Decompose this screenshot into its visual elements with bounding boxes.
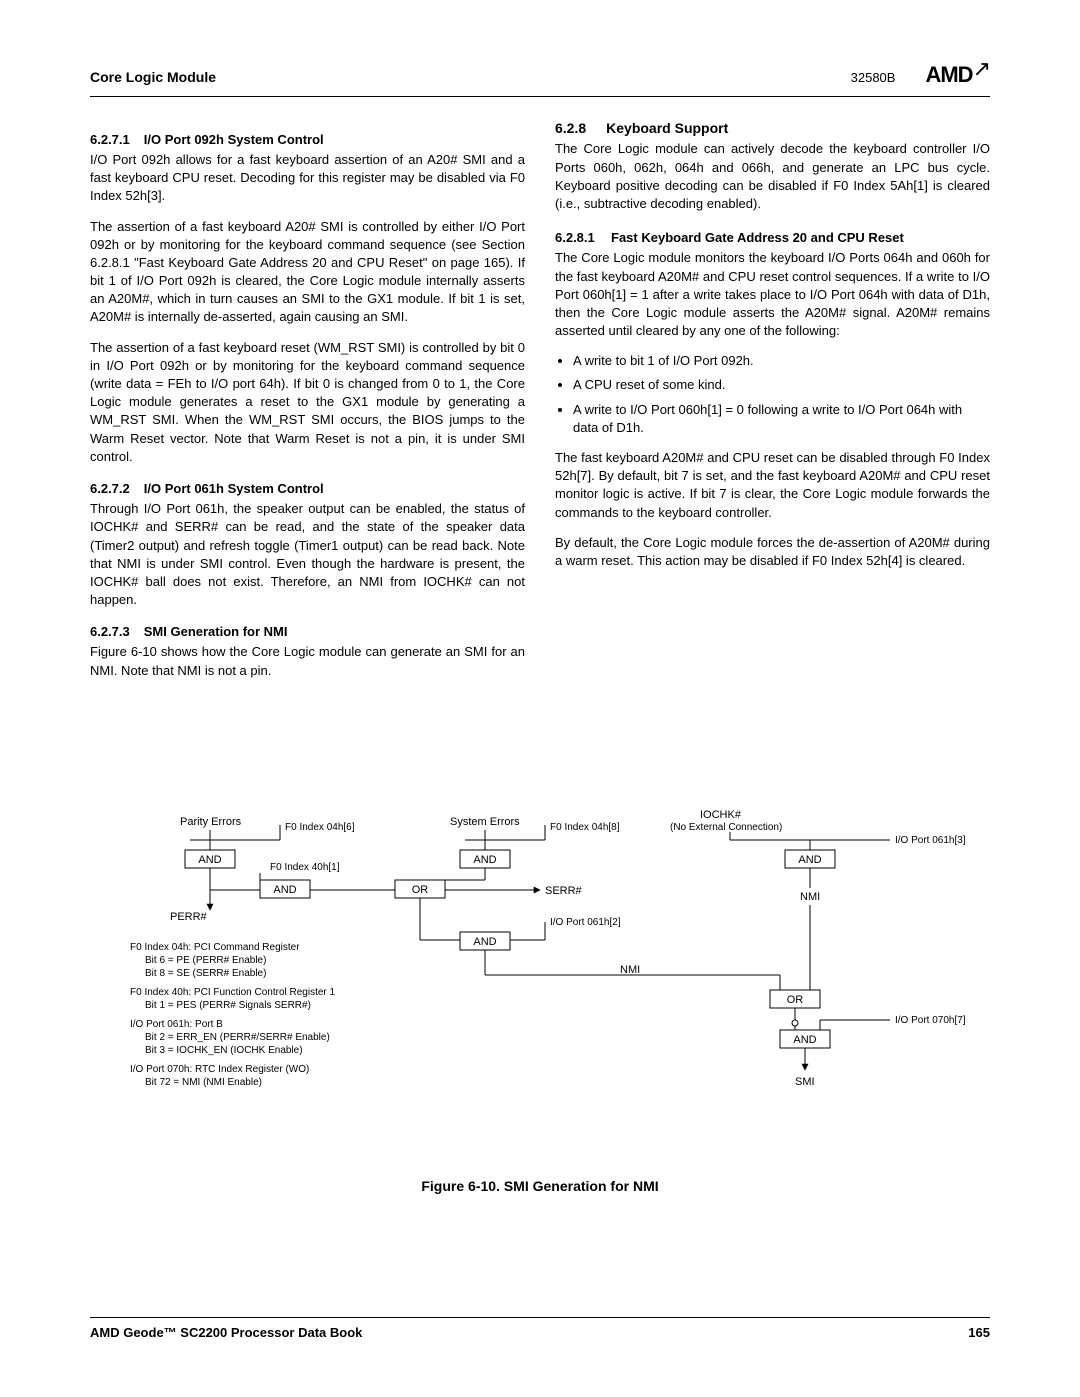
svg-text:AND: AND [198, 854, 221, 866]
svg-text:I/O Port 070h[7]: I/O Port 070h[7] [895, 1015, 966, 1026]
svg-text:I/O Port 061h[2]: I/O Port 061h[2] [550, 917, 621, 928]
svg-text:Bit 72 = NMI (NMI Enable): Bit 72 = NMI (NMI Enable) [145, 1077, 262, 1088]
page: Core Logic Module 32580B AMD↗ 6.2.7.1I/O… [0, 0, 1080, 1397]
para: I/O Port 092h allows for a fast keyboard… [90, 151, 525, 206]
figure-caption: Figure 6-10. SMI Generation for NMI [90, 1177, 990, 1197]
svg-text:SERR#: SERR# [545, 885, 583, 897]
svg-text:AND: AND [793, 1034, 816, 1046]
page-footer: AMD Geode™ SC2200 Processor Data Book 16… [90, 1317, 990, 1342]
list-item: A CPU reset of some kind. [573, 376, 990, 394]
header-title: Core Logic Module [90, 68, 216, 88]
list-item: A write to bit 1 of I/O Port 092h. [573, 352, 990, 370]
para: The assertion of a fast keyboard reset (… [90, 339, 525, 466]
svg-text:Parity Errors: Parity Errors [180, 816, 242, 828]
bullet-list: A write to bit 1 of I/O Port 092h. A CPU… [573, 352, 990, 437]
svg-text:F0 Index 04h[6]: F0 Index 04h[6] [285, 822, 355, 833]
svg-text:I/O Port 061h: Port B: I/O Port 061h: Port B [130, 1019, 223, 1030]
para: Figure 6-10 shows how the Core Logic mod… [90, 643, 525, 679]
footer-page-number: 165 [968, 1324, 990, 1342]
svg-text:PERR#: PERR# [170, 911, 208, 923]
svg-text:Bit 1 = PES (PERR# Signals SER: Bit 1 = PES (PERR# Signals SERR#) [145, 1000, 311, 1011]
heading-6-2-7-2: 6.2.7.2I/O Port 061h System Control [90, 480, 525, 498]
svg-text:AND: AND [473, 854, 496, 866]
svg-text:OR: OR [412, 884, 429, 896]
para: Through I/O Port 061h, the speaker outpu… [90, 500, 525, 609]
svg-text:SMI: SMI [795, 1076, 815, 1088]
footer-left: AMD Geode™ SC2200 Processor Data Book [90, 1324, 362, 1342]
svg-text:AND: AND [473, 936, 496, 948]
heading-6-2-7-1: 6.2.7.1I/O Port 092h System Control [90, 131, 525, 149]
svg-text:F0 Index 04h[8]: F0 Index 04h[8] [550, 822, 620, 833]
svg-text:I/O Port 061h[3]: I/O Port 061h[3] [895, 835, 966, 846]
svg-text:F0 Index 40h[1]: F0 Index 40h[1] [270, 862, 340, 873]
heading-6-2-8: 6.2.8Keyboard Support [555, 119, 990, 139]
para: The Core Logic module monitors the keybo… [555, 249, 990, 340]
svg-text:AND: AND [798, 854, 821, 866]
smi-diagram-svg: .bx { fill:#fff; stroke:#000; stroke-wid… [90, 810, 990, 1160]
heading-6-2-7-3: 6.2.7.3SMI Generation for NMI [90, 623, 525, 641]
svg-text:Bit 2 = ERR_EN (PERR#/SERR# En: Bit 2 = ERR_EN (PERR#/SERR# Enable) [145, 1032, 330, 1043]
svg-text:(No External Connection): (No External Connection) [670, 822, 782, 833]
svg-text:NMI: NMI [620, 964, 640, 976]
svg-text:F0 Index 04h: PCI Command Regi: F0 Index 04h: PCI Command Register [130, 942, 300, 953]
amd-logo: AMD↗ [925, 60, 990, 91]
para: The fast keyboard A20M# and CPU reset ca… [555, 449, 990, 522]
svg-text:IOCHK#: IOCHK# [700, 810, 742, 821]
para: By default, the Core Logic module forces… [555, 534, 990, 570]
para: The assertion of a fast keyboard A20# SM… [90, 218, 525, 327]
figure-6-10: .bx { fill:#fff; stroke:#000; stroke-wid… [90, 810, 990, 1197]
content-columns: 6.2.7.1I/O Port 092h System Control I/O … [90, 117, 990, 692]
svg-text:I/O Port 070h: RTC Index Regis: I/O Port 070h: RTC Index Register (WO) [130, 1064, 309, 1075]
header-docnum: 32580B [851, 69, 896, 87]
heading-6-2-8-1: 6.2.8.1Fast Keyboard Gate Address 20 and… [555, 229, 990, 247]
list-item: A write to I/O Port 060h[1] = 0 followin… [573, 401, 990, 437]
svg-text:AND: AND [273, 884, 296, 896]
svg-text:Bit 3 = IOCHK_EN (IOCHK Enable: Bit 3 = IOCHK_EN (IOCHK Enable) [145, 1045, 303, 1056]
svg-text:Bit 6 = PE (PERR# Enable): Bit 6 = PE (PERR# Enable) [145, 955, 266, 966]
para: The Core Logic module can actively decod… [555, 140, 990, 213]
svg-text:OR: OR [787, 994, 804, 1006]
svg-text:NMI: NMI [800, 891, 820, 903]
svg-text:Bit 8 = SE (SERR# Enable): Bit 8 = SE (SERR# Enable) [145, 968, 266, 979]
svg-text:System Errors: System Errors [450, 816, 520, 828]
svg-text:F0 Index 40h: PCI Function Con: F0 Index 40h: PCI Function Control Regis… [130, 987, 336, 998]
page-header: Core Logic Module 32580B AMD↗ [90, 60, 990, 97]
